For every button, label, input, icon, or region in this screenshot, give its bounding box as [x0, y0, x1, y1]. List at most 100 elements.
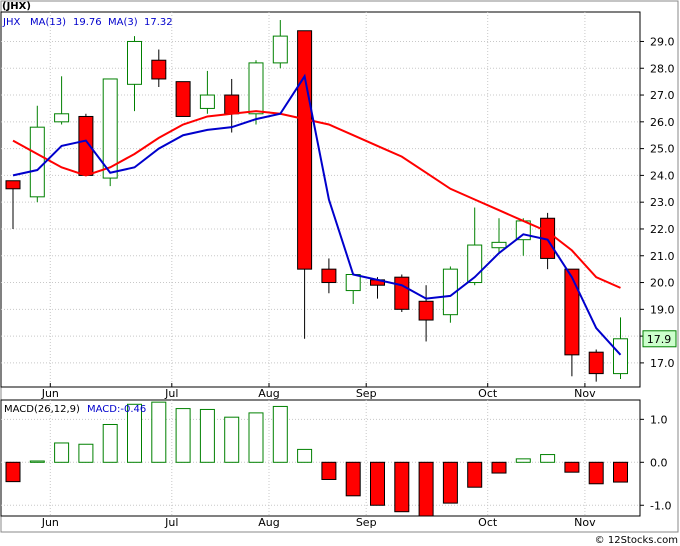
- macd-xtick-label: Jul: [164, 516, 178, 529]
- macd-bar-positive: [151, 401, 167, 463]
- candle-down: [224, 94, 240, 115]
- macd-bar-positive: [102, 423, 118, 463]
- macd-bar-negative: [564, 461, 580, 473]
- macd-histogram: [5, 401, 628, 517]
- candle-down: [297, 30, 313, 270]
- macd-bar-positive: [297, 448, 313, 463]
- legend-symbol: JHX: [2, 17, 20, 28]
- price-ytick-label: 23.0: [650, 196, 675, 209]
- macd-xtick-label: Oct: [478, 516, 498, 529]
- macd-bar-negative: [588, 461, 604, 485]
- price-xtick-label: Jun: [41, 387, 59, 400]
- macd-xtick-label: Aug: [258, 516, 279, 529]
- price-plot-area: [0, 11, 641, 388]
- macd-bar-positive: [540, 454, 556, 463]
- macd-bar-negative: [491, 461, 507, 474]
- macd-bar-negative: [5, 461, 21, 483]
- macd-legend-value: MACD:-0.46: [87, 404, 146, 415]
- macd-bar-positive: [54, 442, 70, 463]
- macd-bar-positive: [224, 416, 240, 463]
- candle-up: [127, 40, 142, 85]
- price-xtick-label: Nov: [574, 387, 596, 400]
- candle-up: [272, 35, 288, 64]
- price-xtick-label: Aug: [258, 387, 279, 400]
- macd-bar-positive: [199, 408, 215, 463]
- macd-bar-positive: [272, 405, 288, 463]
- macd-bar-negative: [370, 461, 385, 506]
- macd-bar-positive: [515, 458, 531, 463]
- macd-ytick-label: 1.0: [650, 413, 668, 426]
- macd-panel: -1.0 0.0 1.0 Jun Jul Aug Sep Oct Nov MACD(26,12…: [0, 399, 671, 529]
- last-price-marker: 17.9: [642, 330, 677, 348]
- price-xtick-label: Sep: [356, 387, 377, 400]
- macd-bar-negative: [613, 461, 628, 483]
- candle-up: [54, 113, 70, 123]
- chart-title: (JHX): [2, 1, 31, 12]
- footer-credit: © 12Stocks.com: [595, 535, 678, 546]
- candle-down: [321, 268, 337, 284]
- price-ytick-label: 24.0: [650, 169, 675, 182]
- macd-xtick-label: Sep: [356, 516, 377, 529]
- candle-down: [588, 351, 604, 375]
- legend-ma1-label: MA(13): [30, 17, 66, 28]
- macd-bar-negative: [345, 461, 361, 497]
- price-ytick-label: 20.0: [650, 277, 675, 290]
- price-ytick-label: 19.0: [650, 303, 675, 316]
- price-ytick-label: 29.0: [650, 35, 675, 48]
- macd-bar-negative: [467, 461, 483, 488]
- candle-down: [394, 276, 410, 310]
- candle-up: [345, 274, 361, 292]
- candle-up: [102, 78, 118, 179]
- candle-up: [491, 241, 507, 249]
- candle-down: [418, 300, 434, 321]
- candle-up: [248, 62, 264, 115]
- macd-bar-positive: [248, 412, 264, 463]
- macd-legend-label: MACD(26,12,9): [4, 404, 80, 415]
- macd-xtick-label: Nov: [574, 516, 596, 529]
- macd-bar-positive: [29, 460, 45, 463]
- macd-ytick-label: -1.0: [650, 499, 671, 512]
- macd-y-axis: -1.0 0.0 1.0: [640, 413, 671, 512]
- price-panel: 17.018.019.020.021.022.023.024.025.026.0…: [0, 11, 675, 400]
- candle-down: [5, 180, 21, 190]
- macd-x-axis: Jun Jul Aug Sep Oct Nov: [41, 516, 596, 529]
- macd-gridlines: [1, 400, 640, 516]
- macd-bar-negative: [418, 461, 434, 517]
- price-ytick-label: 28.0: [650, 62, 675, 75]
- candle-up: [29, 126, 45, 198]
- ma3-line: [12, 73, 622, 356]
- legend-ma2-value: 17.32: [144, 17, 173, 28]
- candle-up: [199, 94, 215, 109]
- macd-bar-negative: [321, 461, 337, 480]
- price-xtick-label: Jul: [164, 387, 178, 400]
- candle-down: [151, 59, 167, 80]
- price-ytick-label: 17.0: [650, 357, 675, 370]
- candle-down: [564, 268, 580, 356]
- candle-down: [175, 81, 191, 117]
- macd-bar-positive: [78, 443, 94, 463]
- last-price-label: 17.9: [647, 333, 672, 346]
- candle-up: [442, 268, 458, 316]
- macd-bar-positive: [175, 408, 191, 463]
- price-x-axis: Jun Jul Aug Sep Oct Nov: [41, 383, 596, 400]
- moving-average-lines: [12, 73, 622, 356]
- price-xtick-label: Oct: [478, 387, 498, 400]
- price-ytick-label: 26.0: [650, 116, 675, 129]
- candle-up: [613, 338, 628, 375]
- legend-ma1-value: 19.76: [73, 17, 102, 28]
- price-y-axis: 17.018.019.020.021.022.023.024.025.026.0…: [640, 35, 675, 370]
- macd-bar-positive: [127, 403, 142, 463]
- legend-ma2-label: MA(3): [108, 17, 138, 28]
- price-gridlines: [1, 12, 640, 387]
- ma13-line: [12, 110, 621, 289]
- last-price-box: [642, 330, 677, 348]
- macd-ytick-label: 0.0: [650, 456, 668, 469]
- macd-bar-negative: [442, 461, 458, 504]
- price-ytick-label: 22.0: [650, 223, 675, 236]
- price-ytick-label: 27.0: [650, 89, 675, 102]
- price-ytick-label: 25.0: [650, 143, 675, 156]
- macd-bar-negative: [394, 461, 410, 513]
- candlestick-series: [5, 20, 628, 382]
